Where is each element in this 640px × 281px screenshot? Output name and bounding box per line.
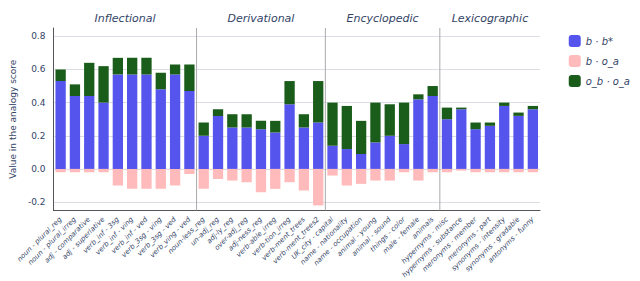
svg-text:verb_inf - ving: verb_inf - ving bbox=[94, 215, 135, 257]
svg-text:noun-less_reg: noun-less_reg bbox=[166, 215, 207, 256]
svg-text:verb_inf - 3sg: verb_inf - 3sg bbox=[81, 215, 121, 255]
svg-text:name - nationality: name - nationality bbox=[298, 215, 350, 267]
svg-text:adj - comparative: adj - comparative bbox=[42, 215, 93, 265]
svg-text:Derivational: Derivational bbox=[227, 12, 294, 25]
svg-text:0.6: 0.6 bbox=[31, 64, 46, 74]
svg-text:verb_3sg - ving: verb_3sg - ving bbox=[120, 215, 164, 260]
svg-text:0.2: 0.2 bbox=[31, 131, 45, 141]
svg-text:0.0: 0.0 bbox=[31, 164, 46, 174]
svg-text:verb_ving - ved: verb_ving - ved bbox=[148, 215, 193, 260]
svg-text:meronyms - part: meronyms - part bbox=[445, 215, 493, 263]
svg-text:un-adj_reg: un-adj_reg bbox=[188, 215, 221, 248]
svg-text:verb-able_irreg: verb-able_irreg bbox=[234, 215, 279, 259]
svg-text:verb_3sg - ved: verb_3sg - ved bbox=[135, 215, 178, 258]
svg-text:noun - plural_irreg: noun - plural_irreg bbox=[26, 215, 78, 267]
svg-text:verb-ment_trees: verb-ment_trees bbox=[260, 215, 307, 263]
svg-text:over-adj_reg: over-adj_reg bbox=[213, 215, 250, 252]
svg-text:synonyms - intensity: synonyms - intensity bbox=[450, 215, 508, 273]
svg-text:o_b · o_a: o_b · o_a bbox=[586, 76, 630, 88]
svg-text:b · o_a: b · o_a bbox=[586, 56, 619, 68]
svg-text:UK_city - capital: UK_city - capital bbox=[289, 215, 336, 261]
svg-text:adj-ly_reg: adj-ly_reg bbox=[205, 215, 236, 246]
svg-text:0.8: 0.8 bbox=[31, 31, 46, 41]
svg-text:Value in the analogy score: Value in the analogy score bbox=[8, 59, 18, 179]
svg-text:synonyms - gradable: synonyms - gradable bbox=[464, 216, 522, 274]
svg-text:animal - sound: animal - sound bbox=[350, 215, 393, 258]
svg-text:adj-ness_reg: adj-ness_reg bbox=[226, 215, 264, 253]
svg-text:hypernyms - substance: hypernyms - substance bbox=[400, 215, 465, 280]
svg-text:animals: animals bbox=[410, 215, 436, 241]
svg-text:adj - superlative: adj - superlative bbox=[60, 215, 107, 262]
svg-text:Inflectional: Inflectional bbox=[95, 12, 156, 25]
svg-text:male - female: male - female bbox=[381, 215, 422, 256]
svg-text:0.4: 0.4 bbox=[31, 98, 46, 108]
svg-text:verb-tion_irreg: verb-tion_irreg bbox=[250, 215, 293, 258]
svg-text:b · b*: b · b* bbox=[586, 36, 613, 47]
svg-text:hypernyms - misc: hypernyms - misc bbox=[400, 215, 450, 266]
svg-text:Encyclopedic: Encyclopedic bbox=[347, 12, 419, 25]
svg-text:meronyms - member: meronyms - member bbox=[420, 215, 479, 274]
svg-text:noun - plural_reg: noun - plural_reg bbox=[15, 215, 64, 264]
svg-text:Lexicographic: Lexicographic bbox=[452, 12, 529, 25]
svg-text:verb_inf - ved: verb_inf - ved bbox=[109, 215, 150, 256]
svg-text:verb-ment_trees2: verb-ment_trees2 bbox=[271, 215, 321, 266]
svg-text:things - color: things - color bbox=[368, 215, 407, 254]
svg-text:-0.2: -0.2 bbox=[28, 197, 46, 207]
svg-text:antonyms - funny: antonyms - funny bbox=[486, 215, 536, 265]
svg-text:animal - young: animal - young bbox=[335, 215, 379, 259]
svg-text:name - occupation: name - occupation bbox=[312, 215, 364, 268]
